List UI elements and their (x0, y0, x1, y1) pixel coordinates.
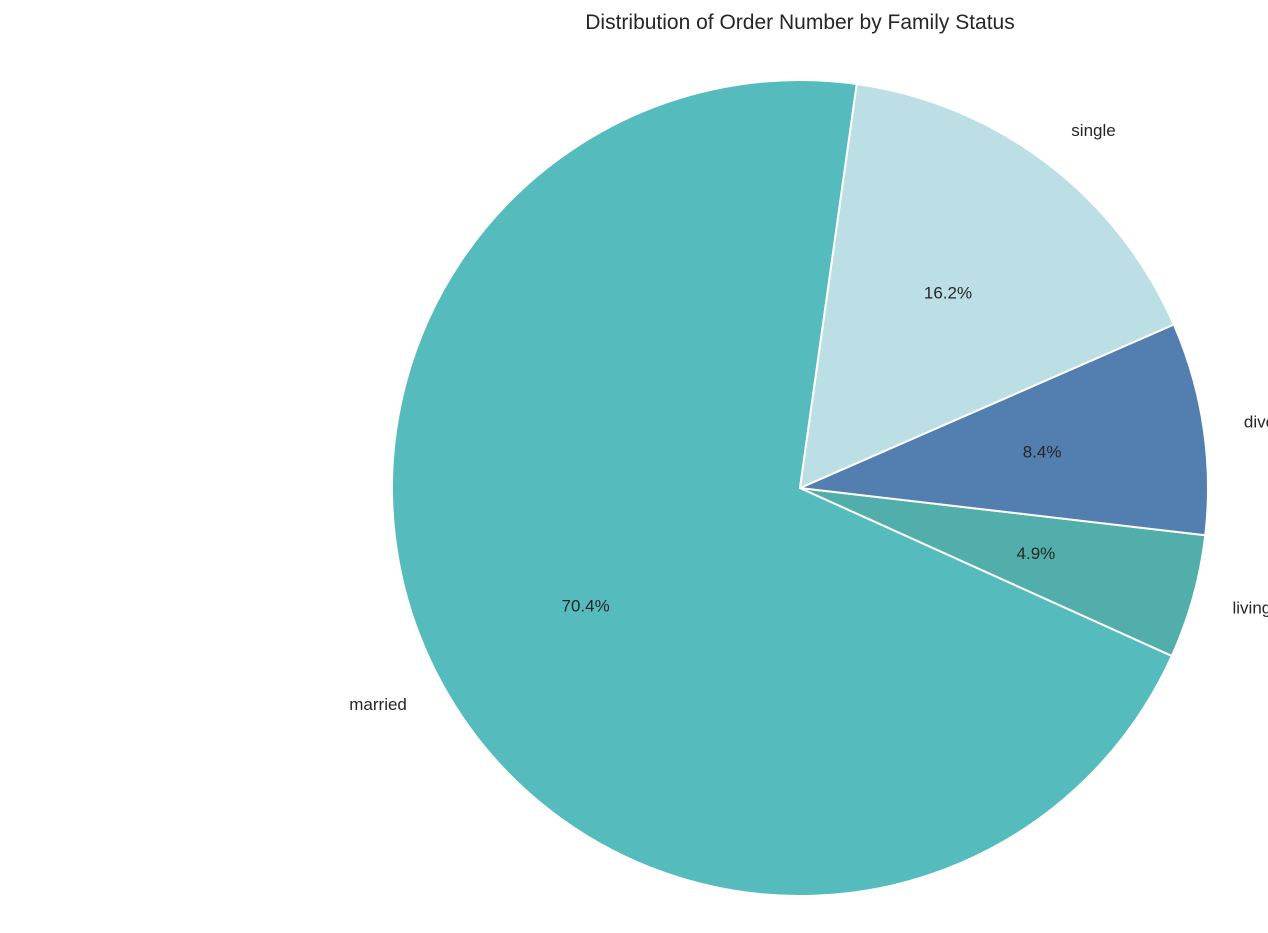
slice-label-single: single (1071, 121, 1115, 140)
slice-label-married: married (349, 695, 407, 714)
slice-percent-married: 70.4% (561, 597, 609, 616)
chart-title: Distribution of Order Number by Family S… (585, 11, 1014, 34)
pie-slices (392, 80, 1208, 896)
slice-label-living-with-parents-and-siblings: living with parents and siblings (1233, 598, 1268, 617)
slice-label-divorced-widowed: divorced/widowed (1244, 412, 1268, 431)
slice-percent-divorced-widowed: 8.4% (1023, 442, 1062, 461)
slice-percent-single: 16.2% (924, 284, 972, 303)
slice-percent-living-with-parents-and-siblings: 4.9% (1017, 544, 1056, 563)
